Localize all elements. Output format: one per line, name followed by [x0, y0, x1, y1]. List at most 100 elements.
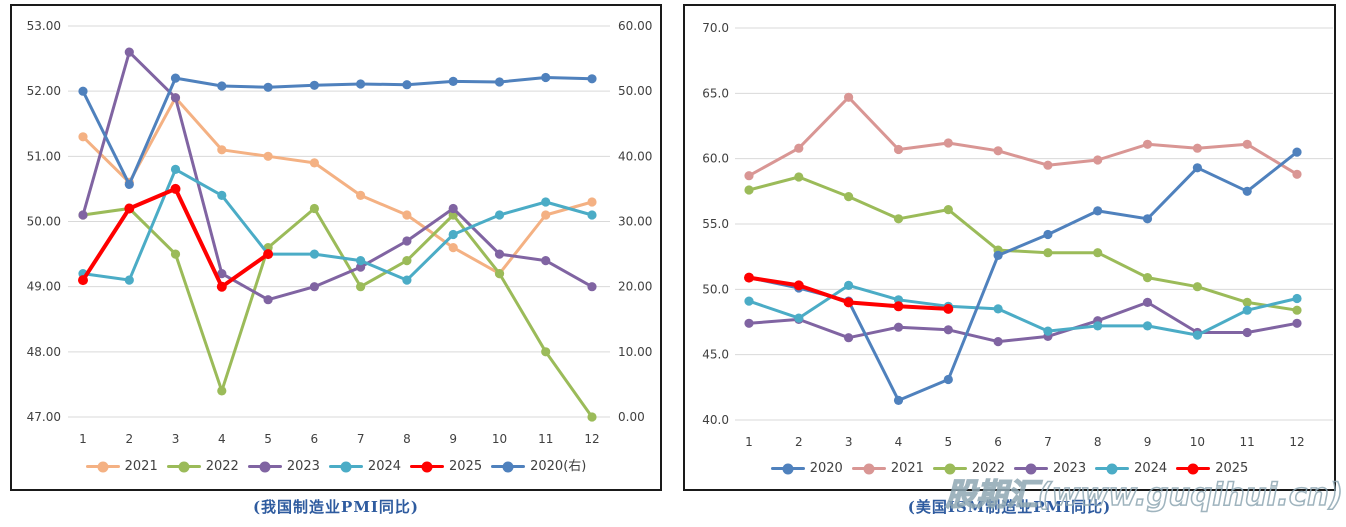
y-axis-tick-label: 65.0 — [702, 86, 729, 100]
series-2021-marker — [78, 132, 88, 142]
series-2020(右)-marker — [309, 80, 319, 90]
y2-axis-tick-label: 0.00 — [618, 410, 645, 424]
series-2020-marker — [1242, 186, 1252, 196]
series-2021-marker — [893, 144, 904, 155]
y-axis-tick-label: 60.0 — [702, 152, 729, 166]
series-2024-marker — [124, 275, 134, 285]
us-ism-pmi-chart-panel: 70.0 65.0 60.0 55.0 50.0 45.0 40.0 1 2 3 4 5 6 7 8 9 10 1… — [683, 4, 1336, 491]
series-2022-marker — [943, 205, 953, 215]
series-2024-marker — [844, 280, 854, 290]
series-2024-marker — [1093, 321, 1103, 331]
series-2025-marker — [744, 272, 754, 283]
y2-axis-tick-label: 40.00 — [618, 149, 652, 163]
series-2022-marker — [1292, 305, 1302, 315]
watermark: 股期汇(www.guqihui.cn) — [944, 476, 1344, 514]
series-2022-marker — [794, 172, 804, 182]
series-2023-marker — [993, 337, 1003, 347]
series-2024-line — [81, 167, 594, 282]
series-2020-marker — [1192, 163, 1202, 173]
series-2021-marker — [541, 210, 551, 220]
x-axis-tick-label: 2 — [795, 435, 803, 449]
x-axis-tick-label: 5 — [944, 435, 952, 449]
y2-axis-tick-label: 20.00 — [618, 280, 652, 294]
x-axis-tick-label: 5 — [264, 432, 272, 446]
china-pmi-chart-panel: 53.00 52.00 51.00 50.00 49.00 48.00 47.00 60.00… — [10, 4, 662, 491]
series-2020(右)-marker — [448, 76, 458, 86]
series-2020(右)-marker — [356, 79, 366, 89]
series-2022-marker — [744, 185, 754, 195]
series-2023-marker — [541, 256, 551, 266]
series-2020-marker — [893, 395, 904, 405]
series-2023-marker — [744, 318, 754, 328]
series-2020(右)-marker — [402, 80, 412, 90]
y-axis-tick-label: 45.0 — [702, 348, 729, 362]
x-axis-tick-label: 8 — [1094, 435, 1102, 449]
x-axis-tick-label: 11 — [538, 432, 553, 446]
series-2020-marker — [943, 374, 953, 385]
series-2020(右)-line — [81, 76, 594, 186]
x-axis-tick-label: 10 — [1190, 435, 1205, 449]
series-2023-marker — [78, 210, 88, 220]
series-2022-marker — [1093, 248, 1103, 258]
series-2025-marker — [170, 183, 181, 194]
y-axis-tick-label: 52.00 — [27, 84, 61, 98]
series-2022-marker — [893, 214, 904, 224]
series-2024-marker — [1242, 305, 1252, 315]
series-2020(右)-marker — [494, 77, 505, 87]
y-axis-tick-label: 48.00 — [27, 345, 61, 359]
series-2021-marker — [1043, 160, 1053, 170]
y-axis-tick-label: 55.0 — [702, 217, 729, 231]
x-axis-tick-label: 6 — [311, 432, 319, 446]
x-axis-tick-label: 4 — [895, 435, 903, 449]
x-axis-tick-label: 3 — [172, 432, 180, 446]
series-2021-marker — [309, 158, 319, 168]
series-2021-marker — [1093, 155, 1103, 165]
series-2025-marker — [263, 249, 274, 260]
series-2023-marker — [356, 262, 366, 272]
series-2024-marker — [170, 164, 181, 174]
series-2025-line — [81, 186, 271, 289]
series-2022-marker — [494, 269, 505, 279]
series-2022-marker — [1242, 297, 1252, 307]
series-2024-marker — [1192, 330, 1202, 340]
series-2020(右)-marker — [170, 73, 181, 83]
x-axis-tick-label: 12 — [1289, 435, 1304, 449]
series-2025-marker — [793, 280, 804, 291]
series-2021-marker — [402, 210, 412, 220]
series-2025-marker — [893, 301, 904, 312]
series-2021-marker — [1242, 139, 1252, 149]
series-2023-marker — [170, 93, 181, 103]
series-2020-marker — [1093, 206, 1103, 216]
series-2021-marker — [744, 171, 754, 181]
x-axis-tick-label: 6 — [994, 435, 1002, 449]
y2-axis-tick-label: 50.00 — [618, 84, 652, 98]
series-2023-marker — [1292, 318, 1302, 328]
us-ism-pmi-chart: 70.065.060.055.050.045.040.01 2 3 4 5 6 7 8 9 10 1… — [702, 21, 1333, 449]
series-2024-marker — [309, 249, 319, 259]
series-2022-marker — [541, 347, 551, 357]
series-2021-marker — [794, 143, 804, 153]
series-2022-marker — [217, 386, 227, 396]
series-2021-marker — [1292, 169, 1302, 179]
series-2024-marker — [587, 210, 597, 220]
series-2022-marker — [1043, 248, 1053, 258]
series-2024-marker — [541, 197, 551, 207]
watermark-text: 股期汇(www.guqihui.cn) — [945, 477, 1343, 513]
series-2020-marker — [1142, 214, 1153, 224]
series-2021-marker — [587, 197, 597, 207]
series-2021-marker — [217, 145, 227, 155]
y-axis-tick-label: 49.00 — [27, 280, 61, 294]
series-2022-marker — [402, 256, 412, 266]
series-2024-marker — [1043, 326, 1053, 336]
series-2020(右)-marker — [587, 74, 597, 84]
china-pmi-chart-caption: (我国制造业PMI同比) — [252, 498, 420, 516]
series-2024-marker — [794, 313, 804, 323]
y2-axis-tick-label: 30.00 — [618, 215, 652, 229]
series-2020(右)-marker — [124, 179, 134, 189]
series-2021-marker — [844, 92, 854, 102]
series-2022-line — [747, 175, 1299, 312]
china-pmi-chart: 53.0052.0051.0050.0049.0048.0047.0060.00… — [27, 19, 653, 446]
x-axis-tick-label: 12 — [584, 432, 599, 446]
series-2024-marker — [402, 275, 412, 285]
